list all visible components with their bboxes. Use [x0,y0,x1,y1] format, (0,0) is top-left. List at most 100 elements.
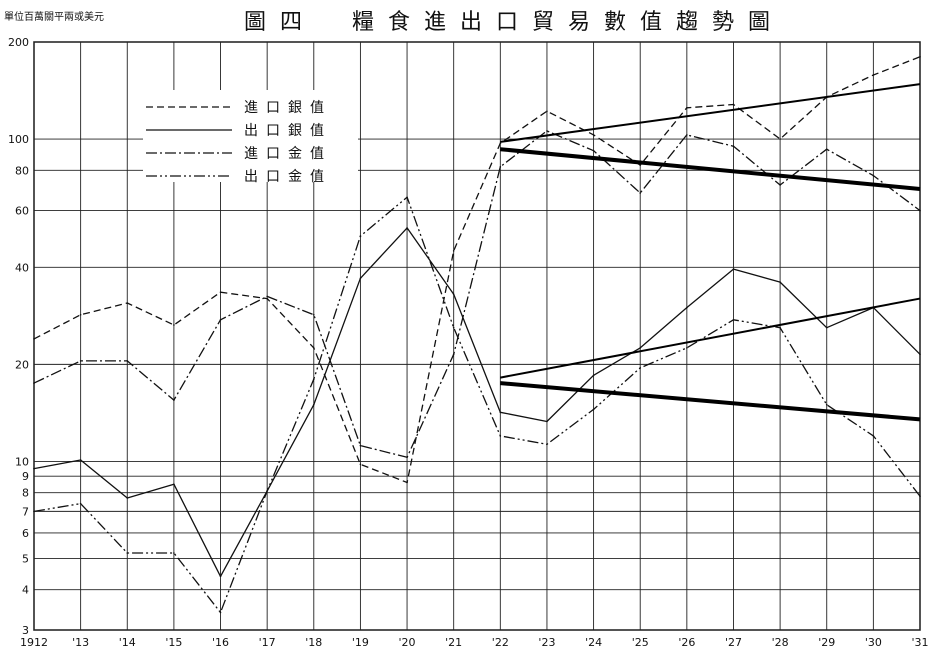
x-tick-label: '13 [72,636,89,649]
data-point [825,403,828,406]
data-point [173,324,175,326]
data-point [919,495,921,498]
trend-line-0 [500,83,921,143]
data-point [592,408,595,411]
trend-line-1 [500,147,921,191]
data-point [33,510,35,513]
data-point [686,306,688,309]
data-point [919,55,921,58]
x-tick-label: '16 [212,636,229,649]
data-point [592,134,595,136]
x-tick-label: '26 [678,636,695,649]
data-point [266,297,268,300]
data-point [686,107,688,109]
data-point [406,227,408,229]
y-tick-label: 20 [15,358,29,371]
data-point [406,456,408,459]
data-point [219,318,222,321]
data-point [126,302,129,304]
x-tick-label: '30 [865,636,882,649]
data-point [79,502,82,505]
data-point [546,443,548,446]
data-point [639,367,642,369]
data-point [686,347,688,349]
data-point [779,138,781,140]
x-tick-label: '22 [492,636,509,649]
unit-note: 單位百萬關平兩或美元 [4,12,104,23]
x-tick-label: '24 [585,636,602,649]
data-point [173,399,175,401]
x-tick-label: '17 [259,636,276,649]
data-point [33,467,35,470]
y-tick-label: 4 [22,584,29,597]
chart-title: 圖四 糧食進出口貿易數值趨勢圖 [244,10,785,35]
x-tick-label: '15 [165,636,182,649]
data-point [219,291,222,293]
data-point [452,353,455,356]
x-tick-label: '31 [911,636,928,649]
data-point [592,374,595,377]
data-point [173,483,175,485]
data-point [872,74,875,76]
data-point [732,268,735,270]
x-tick-label: 1912 [20,636,48,649]
y-tick-label: 8 [22,487,29,500]
data-point [219,611,222,614]
data-point [452,293,455,296]
data-point [79,459,82,461]
legend-label-3: 出口金值 [244,169,332,185]
data-point [499,435,502,437]
data-point [779,184,781,186]
y-tick-label: 40 [15,261,29,274]
trend-lines [500,83,921,422]
x-tick-label: '27 [725,636,742,649]
data-point [779,281,781,283]
data-point [452,326,455,329]
x-tick-label: '14 [119,636,136,649]
data-point [219,575,222,578]
data-point [732,103,735,106]
data-point [312,313,315,316]
data-point [592,149,595,152]
data-point [872,174,875,177]
data-point [732,318,735,321]
data-point [126,360,129,362]
data-point [359,235,362,237]
data-point [79,313,82,316]
x-tick-label: '21 [445,636,462,649]
data-point [406,196,408,199]
y-tick-label: 9 [22,470,29,483]
data-point [312,347,315,349]
data-point [732,145,735,148]
data-point [359,463,362,466]
data-point [173,552,175,554]
legend-background [143,90,358,182]
data-point [499,411,502,414]
y-axis-ticks: 3 4 5 6 7 8 9 10 20 40 60 80 100 200 [8,36,29,637]
x-axis-ticks: 1912 '13 '14 '15 '16 '17 '18 '19 '20 '21 '22 '23 '24… [20,636,929,649]
data-point [499,142,502,145]
data-point [825,148,828,151]
data-point [919,209,921,212]
data-point [546,420,548,423]
data-point [546,130,548,132]
data-point [359,444,362,447]
y-tick-label: 60 [15,205,29,218]
data-point [546,110,548,113]
data-point [639,192,642,194]
trend-line-2 [500,297,921,379]
y-tick-label: 6 [22,527,29,540]
y-tick-label: 200 [8,36,29,49]
series-line-2 [33,130,921,458]
series-line-3 [33,196,921,614]
x-tick-label: '23 [538,636,555,649]
data-point [872,435,875,437]
x-tick-label: '18 [305,636,322,649]
data-point [79,360,82,362]
series-line-0 [33,56,921,484]
data-point [825,326,828,329]
y-tick-label: 10 [15,455,29,468]
legend-label-2: 進口金值 [244,146,332,162]
